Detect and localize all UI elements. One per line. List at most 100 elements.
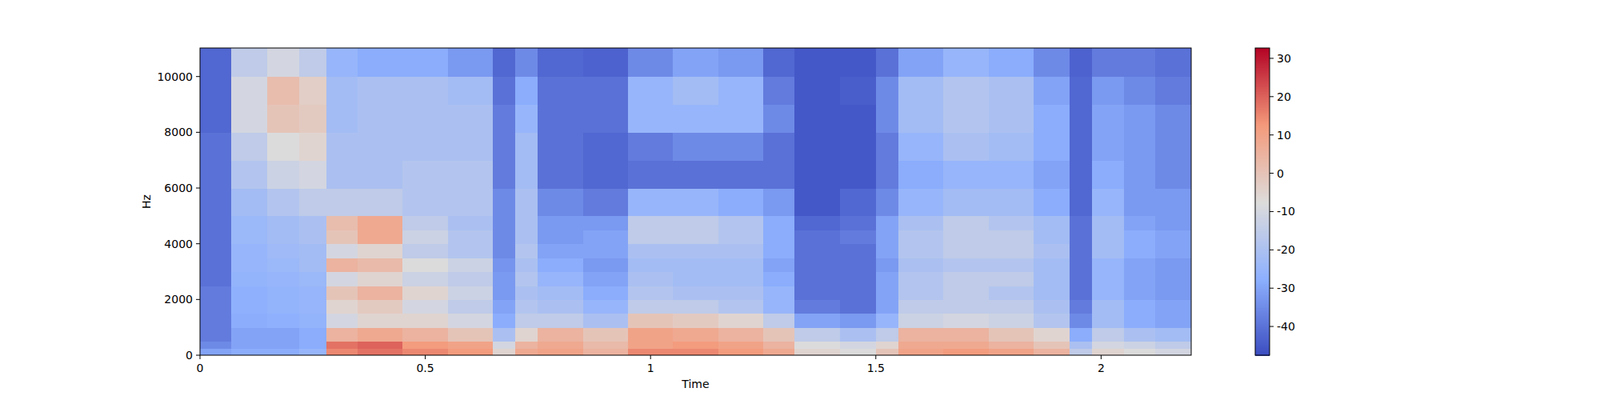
cell xyxy=(200,216,232,231)
cell xyxy=(1069,257,1093,272)
cell xyxy=(943,229,989,244)
cell xyxy=(1069,299,1093,314)
cell xyxy=(200,132,232,160)
cell xyxy=(448,313,494,328)
cell xyxy=(943,299,989,314)
cell xyxy=(231,76,268,105)
cell xyxy=(326,313,359,328)
cell xyxy=(200,229,232,244)
cell xyxy=(628,104,674,133)
cell xyxy=(840,327,877,342)
cell xyxy=(299,229,327,244)
cell xyxy=(876,299,900,314)
cell xyxy=(876,188,900,216)
cell xyxy=(515,313,539,328)
cell xyxy=(876,160,900,188)
cell xyxy=(1033,341,1071,349)
cell xyxy=(492,216,516,231)
cell xyxy=(1033,160,1071,188)
cell xyxy=(583,313,629,328)
cell xyxy=(628,257,674,272)
cell xyxy=(299,272,327,287)
cell xyxy=(672,229,719,244)
cell xyxy=(231,160,268,188)
cell xyxy=(200,257,232,272)
cell xyxy=(402,348,448,356)
cell xyxy=(763,188,796,216)
cell xyxy=(1069,48,1093,77)
cell xyxy=(763,132,796,160)
cell xyxy=(672,76,719,105)
cell xyxy=(402,104,448,133)
cell xyxy=(326,244,359,259)
cell xyxy=(988,229,1035,244)
cell xyxy=(1069,285,1093,300)
cell xyxy=(200,76,232,105)
cell xyxy=(840,348,877,356)
cell xyxy=(231,257,268,272)
cell xyxy=(943,285,989,300)
cell xyxy=(876,244,900,259)
cell xyxy=(672,160,719,188)
cell xyxy=(537,229,584,244)
cell xyxy=(402,48,448,77)
cell xyxy=(231,285,268,300)
cell xyxy=(267,244,300,259)
cell xyxy=(326,48,359,77)
cell xyxy=(718,327,764,342)
cell xyxy=(988,348,1035,356)
cell xyxy=(794,229,840,244)
cell xyxy=(794,160,840,188)
cell xyxy=(1092,132,1124,160)
cell xyxy=(794,299,840,314)
y-tick xyxy=(196,299,200,300)
cell xyxy=(943,327,989,342)
cell xyxy=(515,327,539,342)
cell xyxy=(515,285,539,300)
cell xyxy=(718,104,764,133)
cell xyxy=(1155,341,1192,349)
cell xyxy=(1155,132,1192,160)
cell xyxy=(515,229,539,244)
cell xyxy=(876,348,900,356)
cell xyxy=(988,160,1035,188)
cell xyxy=(492,285,516,300)
cell xyxy=(1033,229,1071,244)
cell xyxy=(943,160,989,188)
cell xyxy=(492,76,516,105)
x-tick xyxy=(424,355,426,360)
cell xyxy=(943,76,989,105)
cell xyxy=(988,104,1035,133)
y-tick-label: 10000 xyxy=(156,70,193,84)
cell xyxy=(1124,341,1156,349)
cell xyxy=(1092,244,1124,259)
cell xyxy=(1155,327,1192,342)
cell xyxy=(988,216,1035,231)
y-tick xyxy=(196,355,200,356)
cell xyxy=(231,272,268,287)
cell xyxy=(402,327,448,342)
cell xyxy=(1155,188,1192,216)
cell xyxy=(1092,272,1124,287)
cell xyxy=(267,104,300,133)
cell xyxy=(1124,188,1156,216)
cell xyxy=(840,76,877,105)
x-tick xyxy=(1100,355,1102,360)
cell xyxy=(402,244,448,259)
cell xyxy=(583,104,629,133)
colorbar-tick xyxy=(1269,211,1274,212)
cell xyxy=(326,348,359,356)
cell xyxy=(943,313,989,328)
cell xyxy=(515,341,539,349)
cell xyxy=(299,348,327,356)
cell xyxy=(537,48,584,77)
cell xyxy=(267,160,300,188)
plot-frame xyxy=(200,48,1192,356)
cell xyxy=(628,244,674,259)
cell xyxy=(267,229,300,244)
cell xyxy=(943,188,989,216)
cell xyxy=(515,299,539,314)
y-tick-label: 6000 xyxy=(164,181,193,195)
cell xyxy=(1092,160,1124,188)
cell xyxy=(1092,285,1124,300)
